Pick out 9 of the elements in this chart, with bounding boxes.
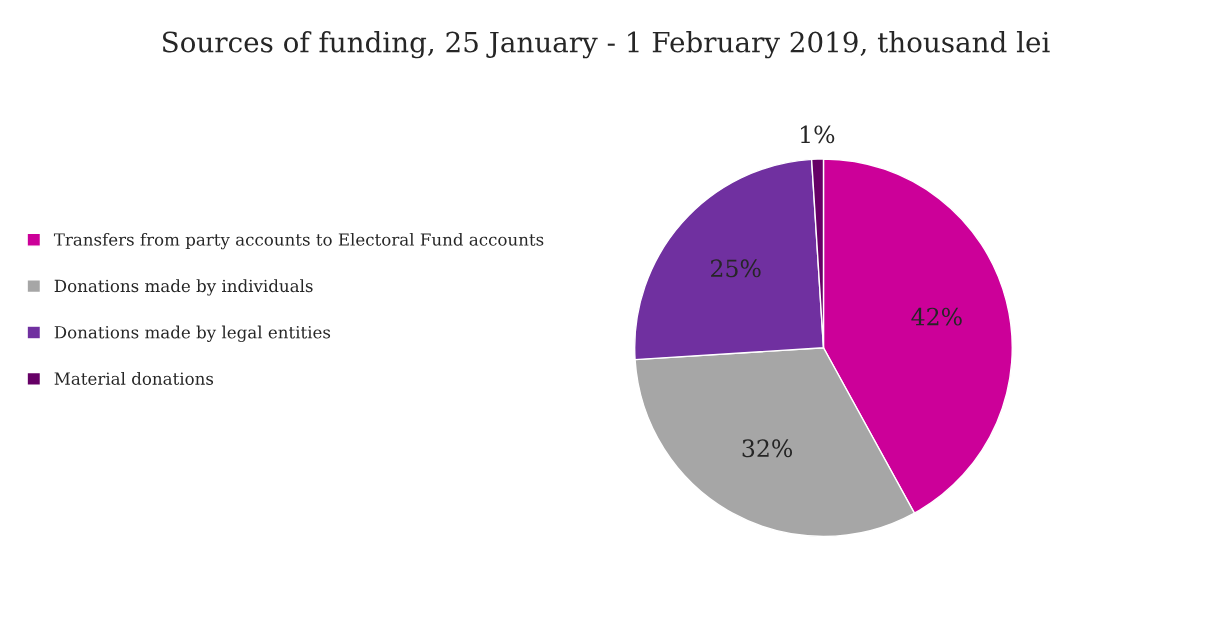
data-label: 32%: [742, 439, 793, 458]
data-label: 42%: [911, 307, 962, 326]
legend-label: Material donations: [54, 371, 214, 385]
data-label: 1%: [800, 125, 835, 144]
legend-label: Transfers from party accounts to Electoral Fund accounts: [53, 232, 544, 250]
legend-label: Donations made by individuals: [54, 279, 313, 296]
legend-label: Donations made by legal entities: [54, 325, 331, 342]
chart-title: Sources of funding, 25 January - 1 February 2019, thousand lei: [163, 31, 1050, 59]
data-label: 25%: [711, 259, 761, 278]
